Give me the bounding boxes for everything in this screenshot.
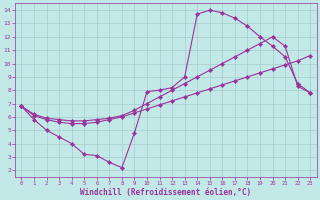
X-axis label: Windchill (Refroidissement éolien,°C): Windchill (Refroidissement éolien,°C)	[80, 188, 252, 197]
